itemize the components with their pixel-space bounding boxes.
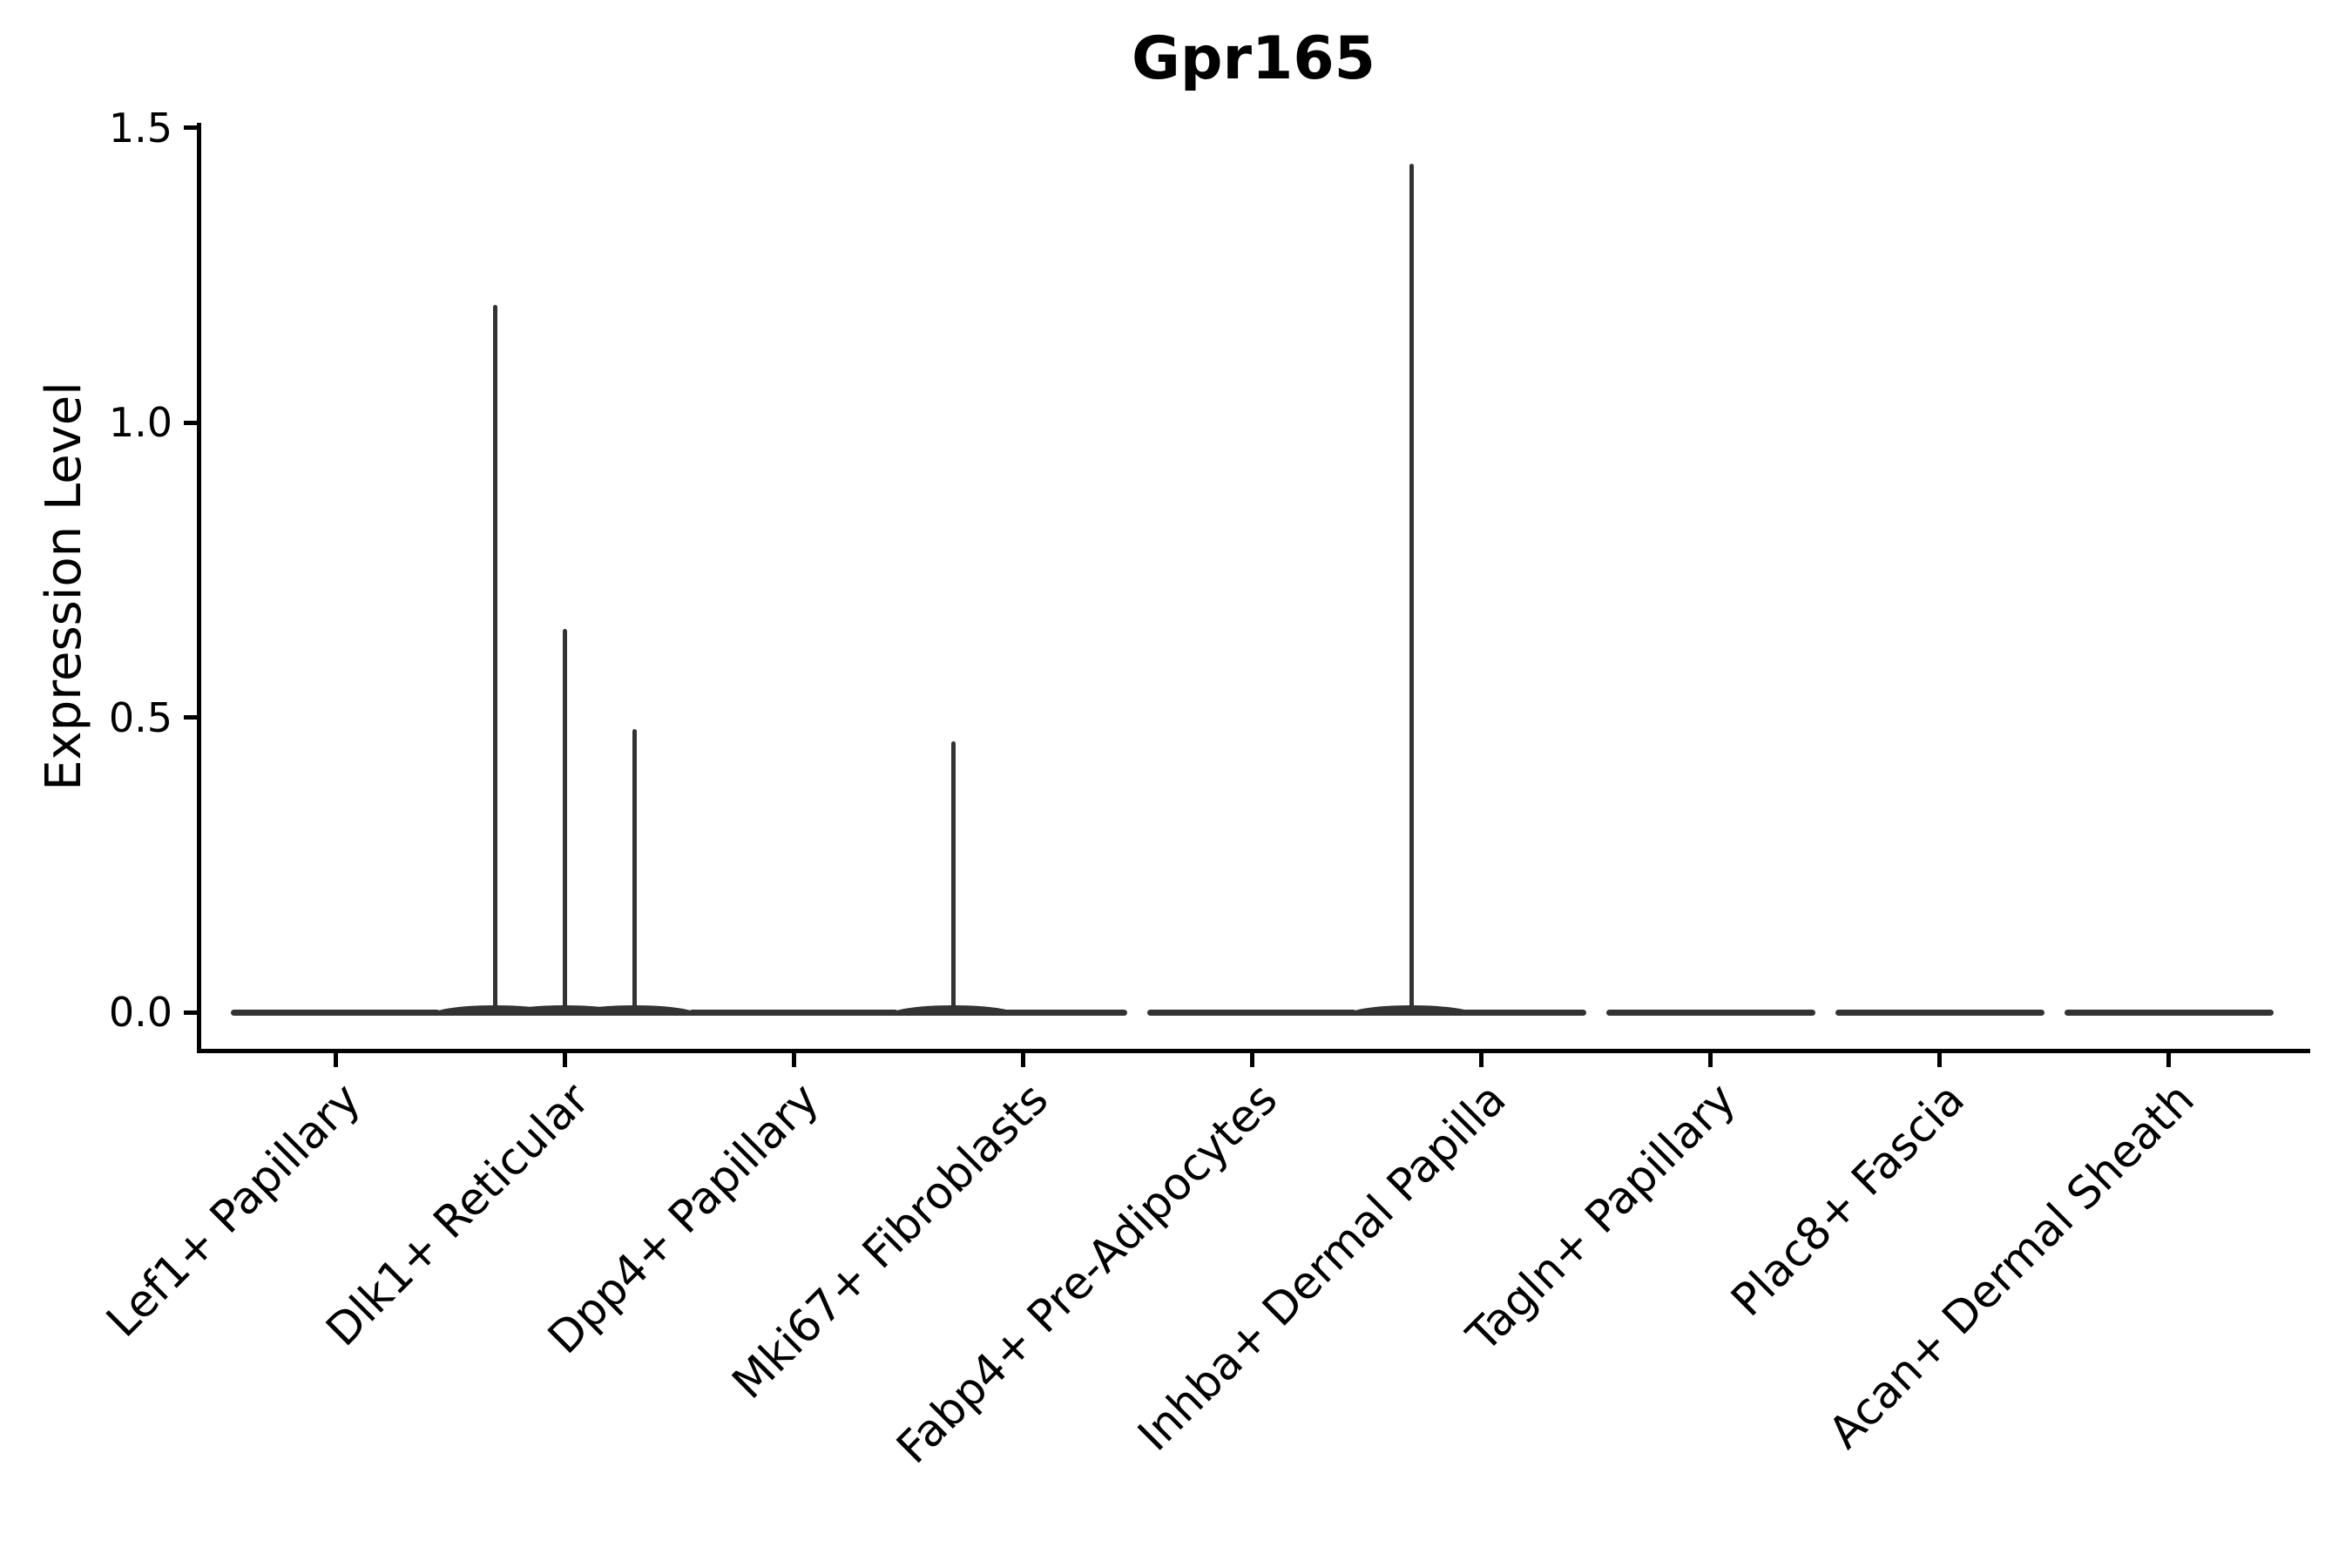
plot-axes xyxy=(197,123,2310,1053)
x-tick xyxy=(1937,1053,1943,1067)
violin-baseline xyxy=(460,1009,670,1016)
x-tick xyxy=(2166,1053,2172,1067)
x-tick xyxy=(791,1053,796,1067)
x-tick-label: Fabp4+ Pre-Adipocytes xyxy=(887,1073,1288,1474)
violin-spike xyxy=(632,729,637,1012)
y-tick xyxy=(184,125,197,131)
x-tick-label: Acan+ Dermal Sheath xyxy=(1818,1073,2205,1459)
plot-title: Gpr165 xyxy=(1132,24,1375,93)
y-tick xyxy=(184,420,197,425)
x-tick xyxy=(1249,1053,1254,1067)
violin-baseline xyxy=(689,1009,899,1016)
violin-baseline xyxy=(1376,1009,1586,1016)
x-tick xyxy=(1708,1053,1713,1067)
y-tick xyxy=(184,1010,197,1015)
violin-baseline xyxy=(230,1009,440,1016)
violin-spike xyxy=(950,740,956,1012)
y-tick-label: 0.5 xyxy=(108,693,172,741)
violin-spike xyxy=(492,304,497,1012)
x-tick xyxy=(333,1053,338,1067)
violin-baseline xyxy=(1835,1009,2044,1016)
x-tick xyxy=(562,1053,567,1067)
x-tick xyxy=(1020,1053,1025,1067)
x-tick-label: Plac8+ Fascia xyxy=(1721,1073,1975,1327)
violin-spike xyxy=(1409,163,1414,1012)
x-tick xyxy=(1479,1053,1484,1067)
x-tick-label: Inhba+ Dermal Papilla xyxy=(1128,1073,1517,1462)
violin-baseline xyxy=(1147,1009,1357,1016)
y-tick xyxy=(184,715,197,720)
y-tick-label: 0.0 xyxy=(108,989,172,1036)
y-tick-label: 1.5 xyxy=(108,104,172,152)
violin-spike xyxy=(562,629,567,1012)
violin-baseline xyxy=(1605,1009,1815,1016)
violin-baseline xyxy=(2064,1009,2274,1016)
y-tick-label: 1.0 xyxy=(108,399,172,447)
violin-baseline xyxy=(918,1009,1128,1016)
